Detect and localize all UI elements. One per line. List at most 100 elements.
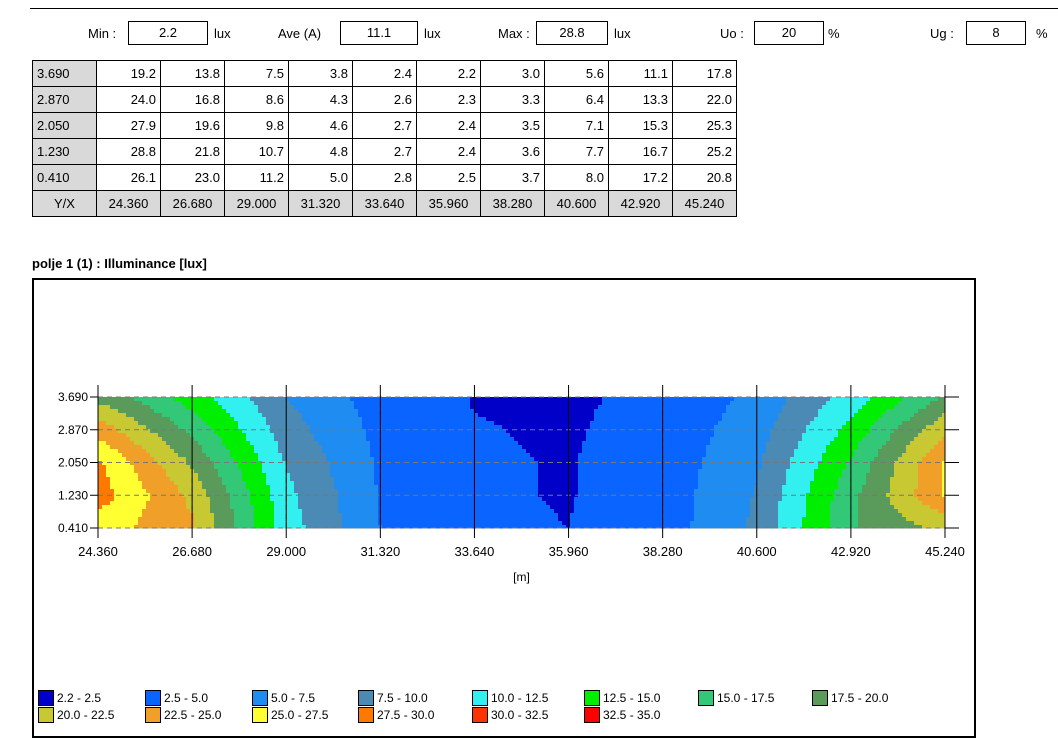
heatmap-cell [514,517,519,522]
heatmap-cell [230,401,235,406]
heatmap-cell [370,409,375,414]
heatmap-cell [234,485,239,490]
heatmap-cell [274,421,279,426]
heatmap-cell [138,425,143,430]
heatmap-cell [178,457,183,462]
heatmap-cell [266,409,271,414]
heatmap-cell [198,521,203,526]
heatmap-cell [586,497,591,502]
heatmap-cell [218,429,223,434]
heatmap-cell [514,525,519,529]
heatmap-cell [286,401,291,406]
table-cell: 15.3 [608,112,673,139]
heatmap-cell [234,509,239,514]
heatmap-cell [330,437,335,442]
heatmap-cell [658,505,663,510]
heatmap-cell [654,485,659,490]
heatmap-cell [442,449,447,454]
heatmap-cell [138,457,143,462]
heatmap-cell [670,489,675,494]
heatmap-cell [554,449,559,454]
heatmap-cell [454,461,459,466]
heatmap-cell [226,433,231,438]
heatmap-cell [234,429,239,434]
heatmap-cell [354,485,359,490]
heatmap-cell [274,521,279,526]
heatmap-cell [630,469,635,474]
heatmap-cell [450,421,455,426]
heatmap-cell [486,525,491,529]
heatmap-cell [166,417,171,422]
heatmap-cell [422,437,427,442]
heatmap-cell [454,505,459,510]
heatmap-cell [250,465,255,470]
heatmap-cell [470,489,475,494]
heatmap-cell [506,445,511,450]
heatmap-cell [158,489,163,494]
heatmap-cell [322,425,327,430]
heatmap-cell [338,429,343,434]
heatmap-cell [386,437,391,442]
heatmap-cell [150,521,155,526]
heatmap-cell [662,481,667,486]
heatmap-cell [186,433,191,438]
heatmap-cell [374,405,379,410]
corner-label: Y/X [32,190,97,217]
heatmap-cell [358,465,363,470]
heatmap-cell [486,465,491,470]
heatmap-cell [146,485,151,490]
heatmap-cell [290,473,295,478]
heatmap-cell [598,513,603,518]
heatmap-cell [202,497,207,502]
heatmap-cell [206,397,211,402]
heatmap-cell [242,513,247,518]
heatmap-cell [522,497,527,502]
heatmap-cell [630,397,635,402]
heatmap-cell [570,485,575,490]
heatmap-cell [626,513,631,518]
heatmap-cell [278,425,283,430]
heatmap-cell [234,413,239,418]
heatmap-cell [466,409,471,414]
heatmap-cell [234,441,239,446]
heatmap-cell [598,433,603,438]
heatmap-cell [234,489,239,494]
heatmap-cell [642,417,647,422]
heatmap-cell [182,417,187,422]
heatmap-cell [502,457,507,462]
heatmap-cell [550,485,555,490]
heatmap-cell [254,457,259,462]
heatmap-cell [114,453,119,458]
heatmap-cell [278,465,283,470]
heatmap-cell [450,489,455,494]
heatmap-cell [154,509,159,514]
heatmap-cell [654,445,659,450]
heatmap-cell [322,441,327,446]
heatmap-cell [346,521,351,526]
heatmap-cell [198,525,203,529]
heatmap-cell [226,469,231,474]
heatmap-cell [234,469,239,474]
heatmap-cell [382,477,387,482]
heatmap-cell [530,465,535,470]
heatmap-cell [114,417,119,422]
heatmap-cell [166,493,171,498]
heatmap-cell [398,421,403,426]
heatmap-cell [450,509,455,514]
heatmap-cell [682,525,687,529]
heatmap-cell [250,441,255,446]
heatmap-cell [270,489,275,494]
heatmap-cell [222,417,227,422]
heatmap-cell [582,525,587,529]
heatmap-cell [138,493,143,498]
heatmap-cell [666,405,671,410]
heatmap-cell [586,413,591,418]
heatmap-cell [162,401,167,406]
heatmap-cell [122,429,127,434]
heatmap-cell [258,453,263,458]
heatmap-cell [650,433,655,438]
heatmap-cell [342,501,347,506]
heatmap-cell [166,469,171,474]
heatmap-cell [690,441,695,446]
heatmap-cell [166,457,171,462]
